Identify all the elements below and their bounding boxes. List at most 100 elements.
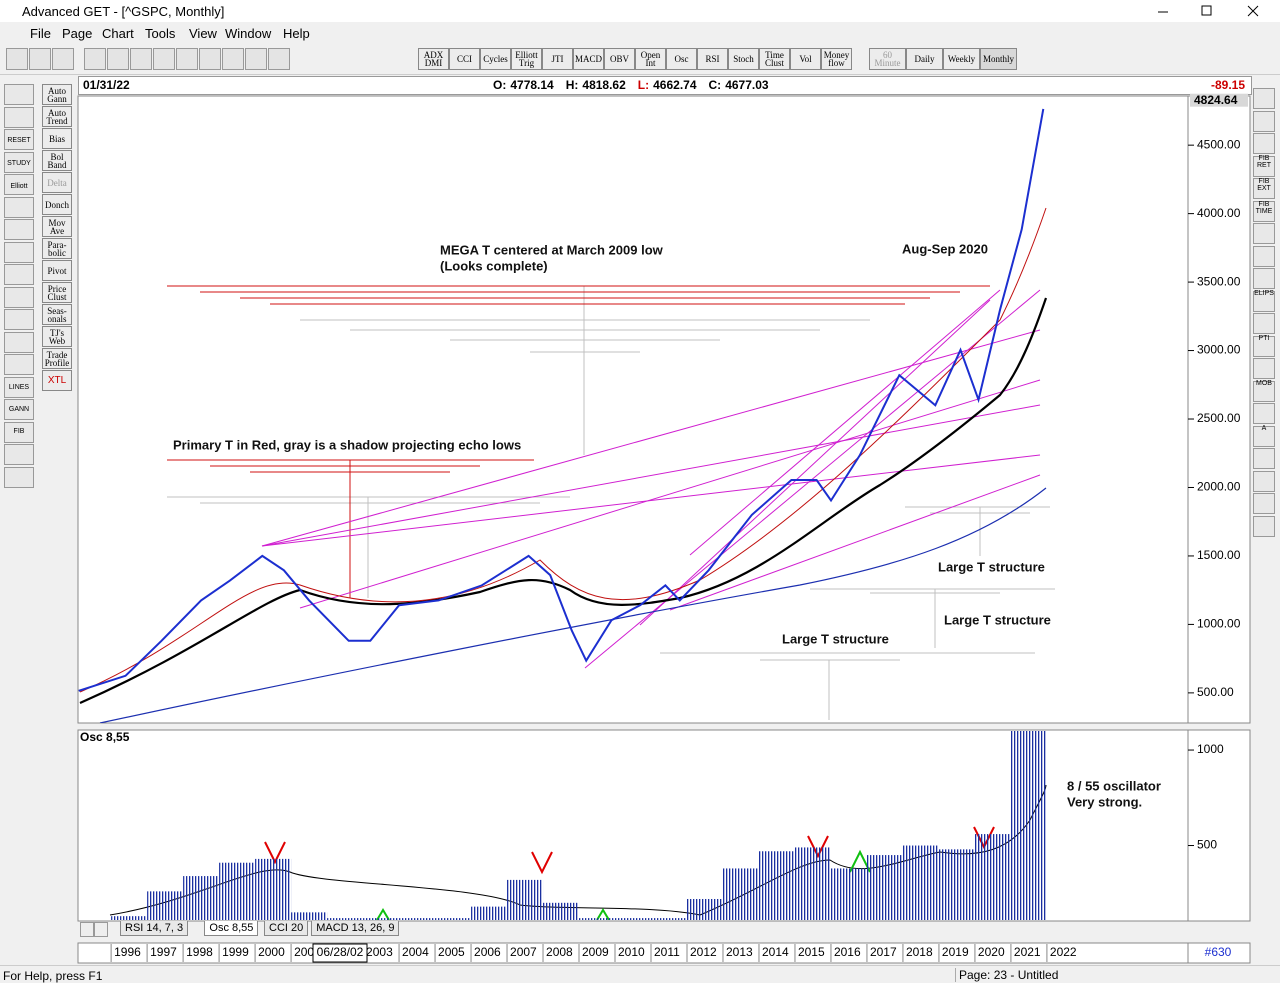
- window-controls[interactable]: [1150, 3, 1280, 19]
- indicator-button[interactable]: OBV: [604, 48, 635, 70]
- title-bar: Advanced GET - [^GSPC, Monthly]: [0, 0, 1280, 22]
- tool-icon[interactable]: [4, 264, 34, 285]
- indicator-button[interactable]: CCI: [449, 48, 480, 70]
- study-button[interactable]: XTL: [42, 370, 72, 391]
- study-button[interactable]: Pivot: [42, 260, 72, 281]
- tool-icon[interactable]: [4, 84, 34, 105]
- timeframe-button[interactable]: Daily: [906, 48, 943, 70]
- menu-item[interactable]: Page: [62, 26, 93, 41]
- study-button[interactable]: Delta: [42, 172, 72, 193]
- tool-icon[interactable]: [153, 48, 175, 70]
- tool-icon[interactable]: [1253, 245, 1275, 267]
- menu-item[interactable]: Help: [283, 26, 310, 41]
- indicator-button[interactable]: Time Clust: [759, 48, 790, 70]
- tool-icon[interactable]: [4, 219, 34, 240]
- tool-icon[interactable]: [4, 354, 34, 375]
- tool-icon[interactable]: [4, 286, 34, 308]
- tool-icon[interactable]: [1253, 515, 1275, 537]
- tool-icon[interactable]: [1253, 380, 1275, 402]
- sheet-tab[interactable]: CCI 20: [264, 921, 309, 936]
- study-button[interactable]: TJ's Web: [42, 326, 72, 347]
- tool-icon[interactable]: [52, 48, 74, 70]
- tool-icon[interactable]: [1253, 200, 1275, 222]
- indicator-button[interactable]: Elliott Trig: [511, 48, 542, 70]
- tool-icon[interactable]: [4, 196, 34, 218]
- tool-icon[interactable]: [107, 48, 129, 70]
- tool-icon[interactable]: [4, 331, 34, 353]
- tool-icon[interactable]: [222, 48, 244, 70]
- study-button[interactable]: Trade Profile: [42, 348, 72, 369]
- study-button[interactable]: Donch: [42, 194, 72, 215]
- study-button[interactable]: Seas-onals: [42, 304, 72, 325]
- study-button[interactable]: Bias: [42, 128, 72, 149]
- tool-icon[interactable]: [1253, 335, 1275, 357]
- indicator-button[interactable]: ADX DMI: [418, 48, 449, 70]
- menu-item[interactable]: Window: [225, 26, 272, 41]
- menu-item[interactable]: Tools: [145, 26, 176, 41]
- indicator-button[interactable]: MACD: [573, 48, 604, 70]
- tab-scroll[interactable]: [94, 922, 108, 937]
- study-button[interactable]: Bol Band: [42, 150, 72, 171]
- tool-icon[interactable]: [4, 174, 34, 195]
- indicator-button[interactable]: Money flow: [821, 48, 852, 70]
- timeframe-button[interactable]: 60 Minute: [869, 48, 906, 70]
- tool-icon[interactable]: [4, 376, 34, 398]
- tool-icon[interactable]: [1253, 313, 1275, 334]
- tool-icon[interactable]: [1253, 290, 1275, 312]
- tool-icon[interactable]: [29, 48, 51, 70]
- tab-scroll[interactable]: [80, 922, 94, 937]
- tool-icon[interactable]: [4, 241, 34, 263]
- menu-item[interactable]: Chart: [102, 26, 134, 41]
- tool-icon[interactable]: [199, 48, 221, 70]
- tool-icon[interactable]: [1253, 223, 1275, 244]
- indicator-button[interactable]: Cycles: [480, 48, 511, 70]
- tool-icon[interactable]: [6, 48, 28, 70]
- indicator-button[interactable]: Osc: [666, 48, 697, 70]
- tool-icon[interactable]: [1253, 155, 1275, 177]
- tool-icon[interactable]: [1253, 88, 1275, 109]
- sheet-tab[interactable]: Osc 8,55: [204, 921, 259, 936]
- menu-item[interactable]: View: [189, 26, 217, 41]
- annotation: Very strong.: [1067, 794, 1142, 809]
- t-structures: [167, 286, 1055, 720]
- tool-icon[interactable]: [130, 48, 152, 70]
- sheet-tab[interactable]: RSI 14, 7, 3: [120, 921, 189, 936]
- timeframe-button[interactable]: Weekly: [943, 48, 980, 70]
- tool-icon[interactable]: [4, 399, 34, 420]
- tool-icon[interactable]: [84, 48, 106, 70]
- tool-icon[interactable]: [268, 48, 290, 70]
- indicator-button[interactable]: Vol: [790, 48, 821, 70]
- tool-icon[interactable]: [1253, 358, 1275, 379]
- indicator-button[interactable]: Open Int: [635, 48, 666, 70]
- tool-icon[interactable]: [4, 466, 34, 488]
- tool-icon[interactable]: [1253, 178, 1275, 199]
- tool-icon[interactable]: [1253, 425, 1275, 447]
- tool-icon[interactable]: [176, 48, 198, 70]
- study-button[interactable]: Auto Gann: [42, 84, 72, 105]
- timeframe-button[interactable]: Monthly: [980, 48, 1017, 70]
- tool-icon[interactable]: [1253, 448, 1275, 469]
- tool-icon[interactable]: [4, 309, 34, 330]
- indicator-button[interactable]: Stoch: [728, 48, 759, 70]
- study-button[interactable]: Para-bolic: [42, 238, 72, 259]
- study-button[interactable]: Auto Trend: [42, 106, 72, 127]
- tool-icon[interactable]: [1253, 133, 1275, 154]
- tool-icon[interactable]: [4, 151, 34, 173]
- indicator-button[interactable]: RSI: [697, 48, 728, 70]
- tool-icon[interactable]: [4, 129, 34, 150]
- study-button[interactable]: Mov Ave: [42, 216, 72, 237]
- tool-icon[interactable]: [1253, 493, 1275, 514]
- tool-icon[interactable]: [1253, 268, 1275, 289]
- tool-icon[interactable]: [4, 444, 34, 465]
- tool-icon[interactable]: [1253, 470, 1275, 492]
- sheet-tab[interactable]: MACD 13, 26, 9: [311, 921, 400, 936]
- tool-icon[interactable]: [245, 48, 267, 70]
- tool-icon[interactable]: [1253, 110, 1275, 132]
- tool-icon[interactable]: [4, 421, 34, 443]
- toolbar: ADX DMI CCI Cycles Elliott Trig JTI MACD OBV Op…: [0, 44, 1280, 75]
- tool-icon[interactable]: [1253, 403, 1275, 424]
- indicator-button[interactable]: JTI: [542, 48, 573, 70]
- tool-icon[interactable]: [4, 106, 34, 128]
- menu-item[interactable]: File: [30, 26, 51, 41]
- study-button[interactable]: Price Clust: [42, 282, 72, 303]
